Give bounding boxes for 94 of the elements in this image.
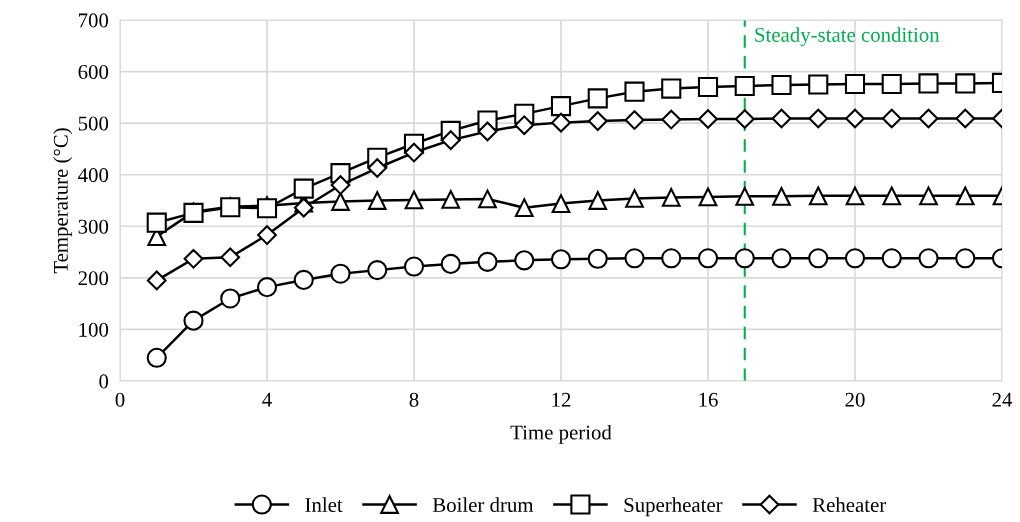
point — [331, 192, 350, 211]
ref-line-label: Steady-state condition — [755, 27, 940, 47]
point — [403, 256, 425, 277]
point — [808, 74, 829, 95]
x-axis-title: Time period — [510, 424, 612, 444]
point — [550, 249, 572, 270]
point — [844, 248, 866, 269]
point — [735, 187, 755, 206]
point — [771, 248, 792, 269]
point — [881, 248, 902, 269]
point — [257, 225, 277, 245]
x-tick-label: 0 — [115, 392, 125, 407]
point — [845, 186, 865, 206]
y-tick-label: 200 — [78, 271, 109, 286]
point — [587, 248, 608, 269]
point — [881, 108, 902, 129]
point — [293, 197, 314, 218]
point — [955, 73, 976, 94]
point — [771, 108, 792, 129]
point — [588, 191, 608, 210]
x-tick-label: 12 — [552, 392, 571, 407]
y-tick-label: 700 — [79, 13, 109, 28]
point — [587, 88, 608, 109]
point — [477, 121, 498, 142]
legend-label: Reheater — [812, 497, 887, 513]
point — [661, 109, 682, 130]
point — [514, 198, 534, 218]
point — [697, 76, 719, 98]
point — [440, 253, 461, 274]
point — [955, 186, 975, 206]
point — [293, 178, 314, 199]
x-tick-label: 4 — [262, 392, 272, 407]
point — [183, 310, 204, 331]
x-tick-label: 20 — [845, 392, 865, 407]
point — [624, 110, 645, 130]
y-tick-label: 400 — [78, 168, 109, 183]
point — [146, 347, 167, 368]
point — [698, 109, 718, 129]
point — [808, 186, 828, 206]
point — [881, 73, 902, 95]
point — [918, 248, 939, 269]
point — [808, 248, 829, 269]
point — [256, 277, 278, 298]
point — [404, 142, 424, 163]
point — [404, 190, 424, 210]
y-tick-label: 500 — [78, 116, 109, 131]
legend-label: Boiler drum — [432, 497, 534, 513]
point — [551, 194, 571, 213]
point — [918, 73, 939, 94]
point — [734, 248, 755, 269]
y-axis-title: Temperature (°C) — [53, 128, 73, 274]
point — [771, 74, 792, 96]
point — [955, 108, 976, 129]
point — [624, 81, 645, 102]
y-tick-label: 600 — [78, 64, 109, 79]
point — [845, 108, 865, 129]
legend-label: Superheater — [624, 497, 723, 517]
point — [477, 251, 498, 272]
legend-label: Inlet — [305, 497, 343, 513]
point — [514, 250, 535, 271]
y-tick-label: 100 — [79, 322, 109, 337]
point — [478, 189, 497, 209]
point — [661, 248, 682, 269]
x-tick-label: 16 — [699, 392, 718, 407]
point — [955, 248, 976, 269]
point — [587, 111, 608, 131]
x-tick-label: 8 — [409, 392, 419, 407]
point — [330, 263, 351, 284]
point — [698, 187, 718, 207]
y-tick-label: 300 — [78, 219, 109, 234]
point — [367, 158, 388, 178]
point — [293, 269, 314, 290]
point — [220, 288, 241, 309]
point — [661, 188, 681, 207]
point — [367, 191, 387, 210]
point — [661, 78, 682, 99]
point — [697, 248, 719, 269]
point — [882, 186, 902, 206]
point — [624, 248, 645, 269]
point — [550, 96, 572, 117]
point — [808, 108, 829, 129]
point — [367, 260, 388, 281]
point — [919, 186, 938, 206]
point — [514, 115, 535, 136]
point — [918, 108, 939, 129]
x-tick-label: 24 — [992, 392, 1013, 407]
y-tick-label: 0 — [99, 374, 109, 389]
point — [734, 75, 755, 97]
point — [844, 73, 866, 95]
point — [772, 187, 791, 206]
point — [146, 212, 167, 233]
point — [441, 190, 461, 209]
point — [625, 189, 644, 208]
point — [734, 109, 755, 129]
